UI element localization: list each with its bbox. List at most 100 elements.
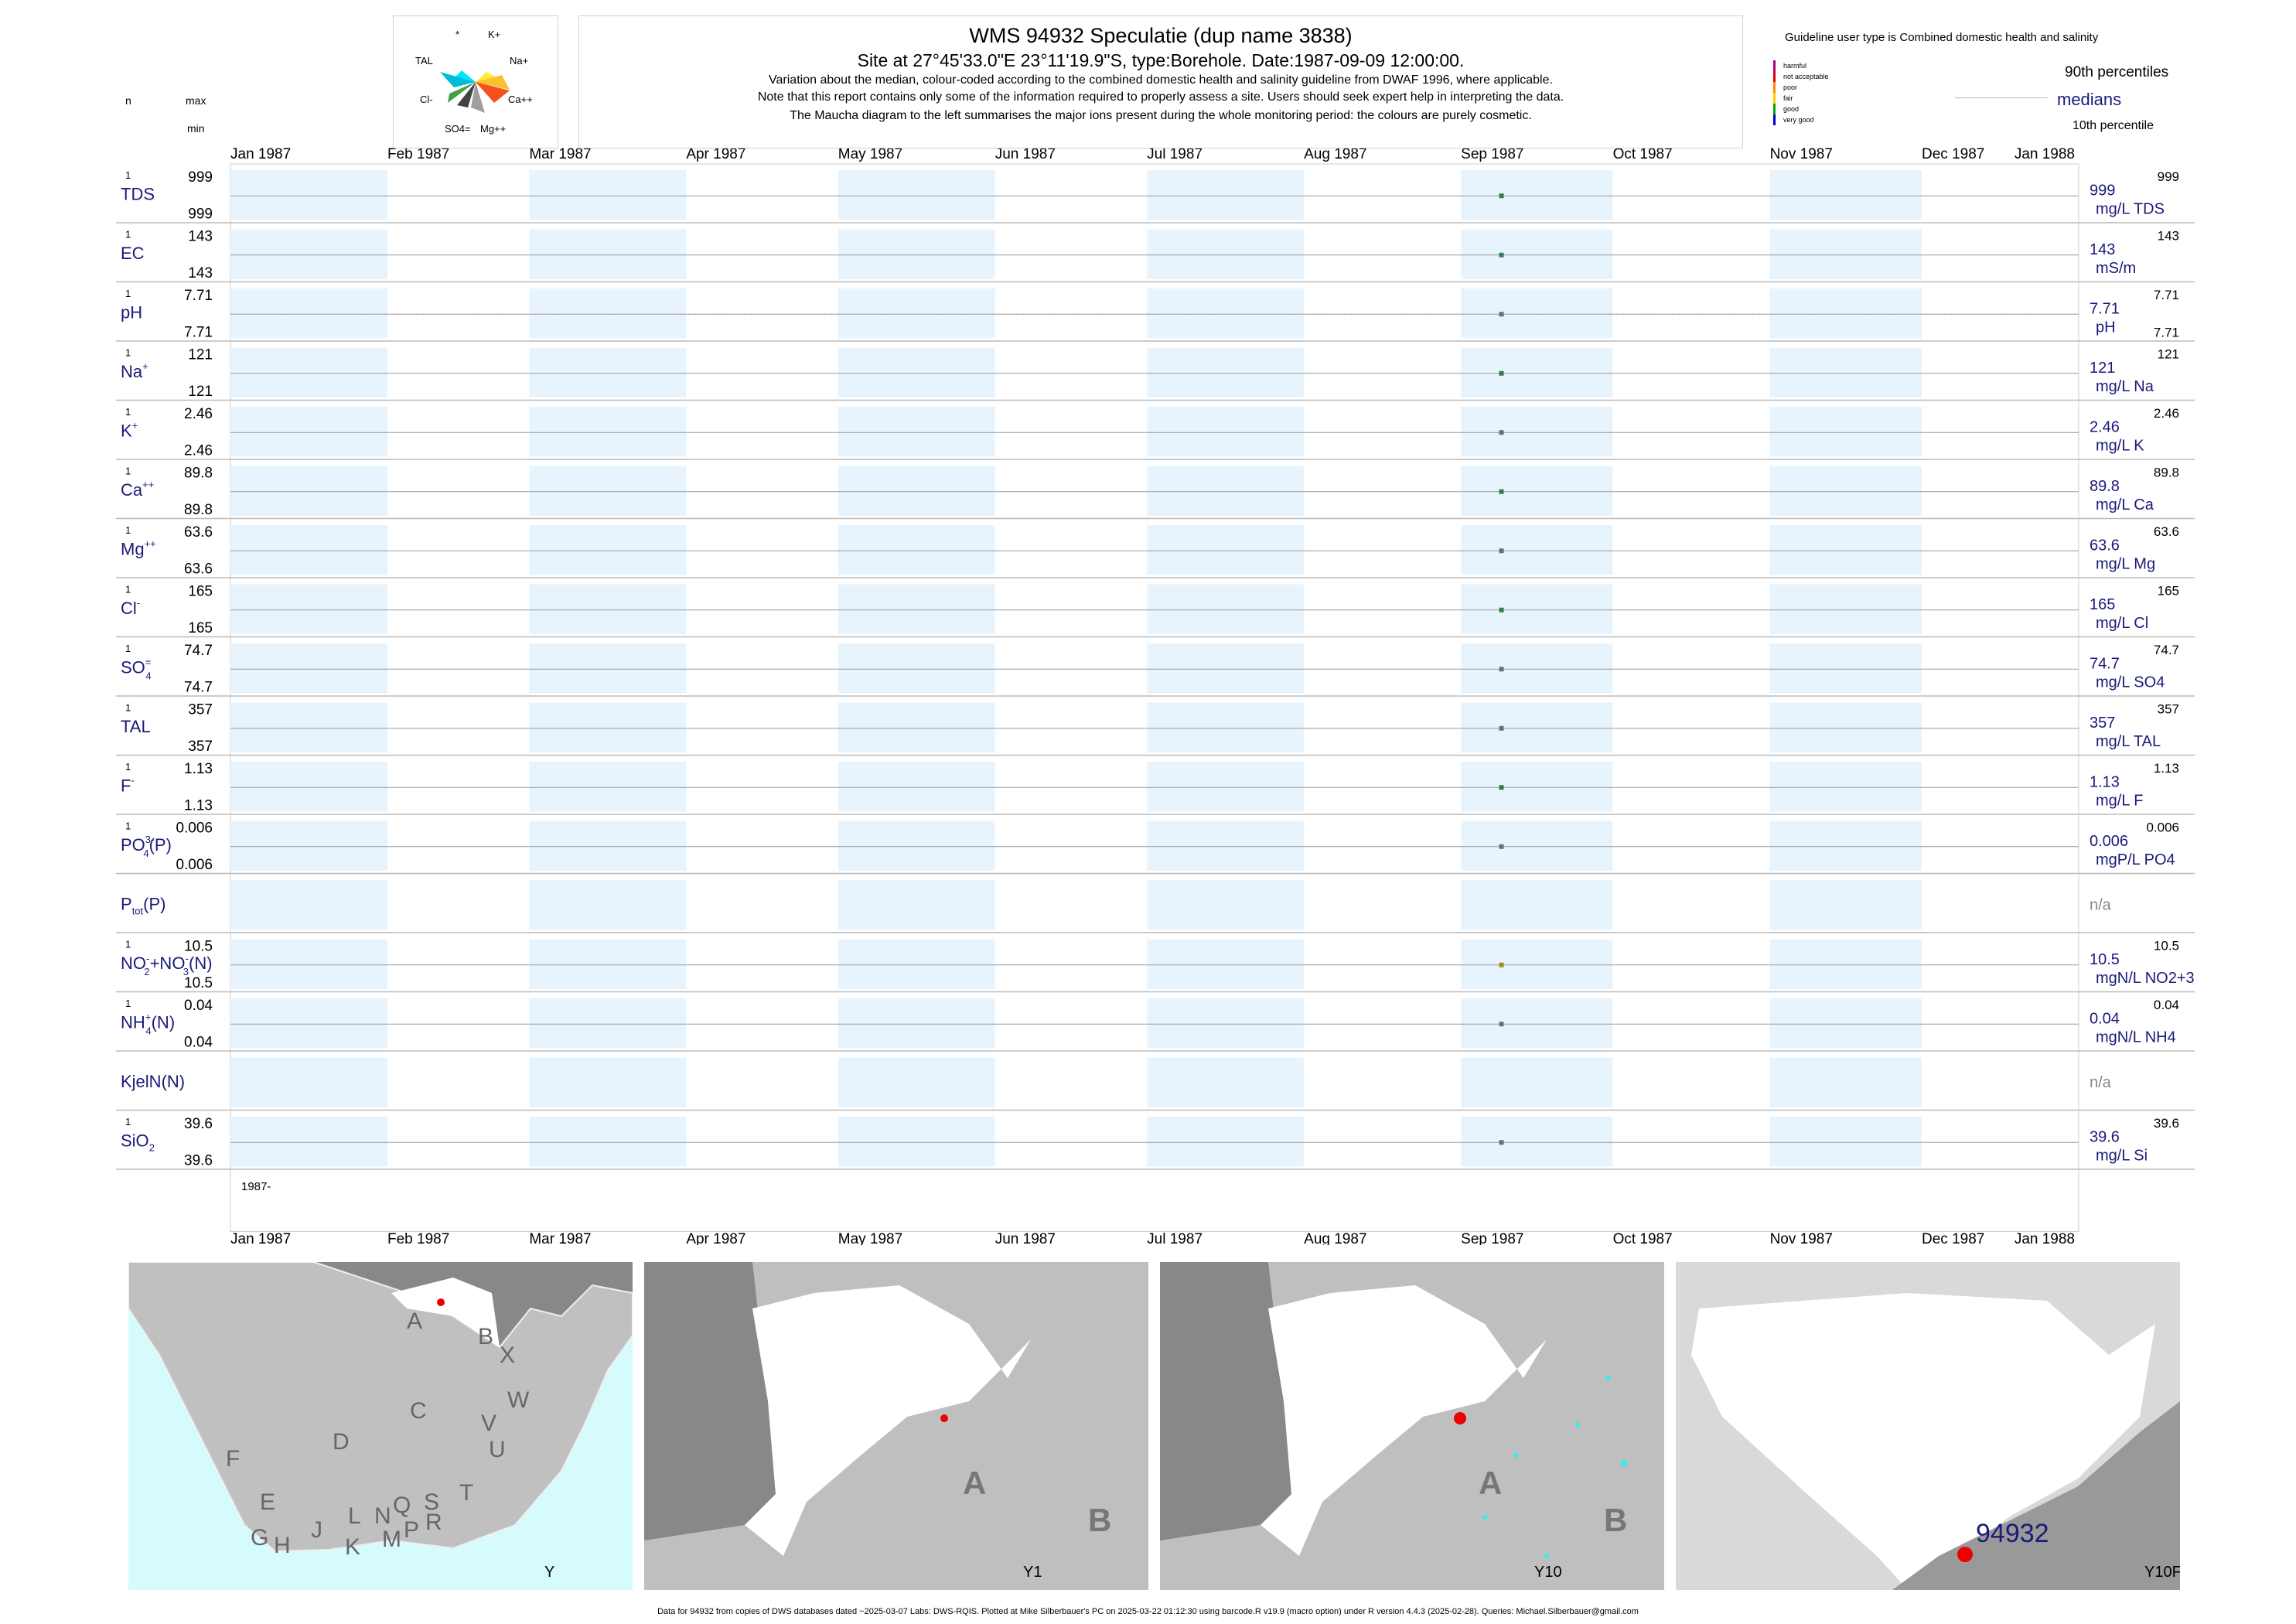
month-band xyxy=(230,466,387,516)
month-band xyxy=(230,939,387,989)
panel-max-9: 357 xyxy=(188,702,213,718)
panel-variable-9: TAL xyxy=(121,717,151,736)
month-band xyxy=(230,170,387,220)
map1-drainage-label-c: C xyxy=(410,1398,427,1424)
sample-point-9 xyxy=(1499,725,1504,731)
maucha-diagram: * K+ TAL Na+ Cl- Ca++ SO4= Mg++ xyxy=(393,15,558,148)
map1-drainage-label-s: S xyxy=(424,1489,440,1515)
month-band xyxy=(230,347,387,397)
month-band xyxy=(1147,821,1305,871)
map-catchment-svg xyxy=(1160,1262,1627,1558)
maucha-label-star: * xyxy=(455,29,459,40)
panel-variable-4: K+ xyxy=(121,419,138,440)
panel-unit-3: mg/L Na xyxy=(2096,378,2154,395)
month-label-top-1: Feb 1987 xyxy=(387,146,449,162)
panel-n-11: 1 xyxy=(125,821,131,832)
month-band xyxy=(1147,1057,1305,1107)
month-label-bottom-4: May 1987 xyxy=(838,1231,902,1245)
month-band xyxy=(230,998,387,1049)
map1-northern-countries xyxy=(128,1262,633,1347)
map1-drainage-label-e: E xyxy=(260,1489,276,1515)
maucha-k-segment xyxy=(476,72,498,82)
month-band xyxy=(838,288,995,339)
panel-min-16: 39.6 xyxy=(184,1153,213,1169)
column-n-header: n xyxy=(125,94,131,107)
panel-n-8: 1 xyxy=(125,643,131,654)
month-band xyxy=(230,525,387,575)
month-label-top-6: Jul 1987 xyxy=(1147,146,1203,162)
panel-na-15: n/a xyxy=(2090,1074,2112,1091)
panel-p90-1: 143 xyxy=(2158,229,2179,244)
month-band xyxy=(1769,525,1922,575)
map2-neighbour-area xyxy=(745,1285,1031,1556)
month-band xyxy=(1461,821,1613,871)
month-band xyxy=(838,880,995,930)
map2-site-marker xyxy=(940,1414,948,1422)
month-band xyxy=(838,170,995,220)
month-band xyxy=(529,347,687,397)
month-band xyxy=(1461,229,1613,279)
maucha-mg-segment xyxy=(471,82,485,113)
map1-caption: Y xyxy=(544,1564,555,1581)
panel-variable-1: EC xyxy=(121,244,145,263)
map1-drainage-label-v: V xyxy=(481,1411,497,1436)
map3-site-marker xyxy=(1454,1412,1466,1424)
panel-n-13: 1 xyxy=(125,939,131,950)
maucha-tal-segment xyxy=(440,72,476,87)
panel-min-5: 89.8 xyxy=(184,502,213,518)
panel-p90-11: 0.006 xyxy=(2146,821,2179,835)
month-band xyxy=(1461,998,1613,1049)
sample-point-11 xyxy=(1499,844,1504,849)
map2-botswana xyxy=(644,1262,776,1540)
panel-max-10: 1.13 xyxy=(184,761,213,777)
panel-n-16: 1 xyxy=(125,1116,131,1128)
month-band xyxy=(1147,584,1305,634)
panel-max-16: 39.6 xyxy=(184,1116,213,1132)
panel-p90-14: 0.04 xyxy=(2154,998,2179,1012)
panel-max-11: 0.006 xyxy=(176,821,213,837)
panel-min-4: 2.46 xyxy=(184,443,213,459)
map1-drainage-label-m: M xyxy=(382,1527,401,1552)
month-band xyxy=(838,643,995,694)
month-band xyxy=(529,525,687,575)
month-band xyxy=(1147,939,1305,989)
panel-unit-5: mg/L Ca xyxy=(2096,496,2154,513)
panel-p10-2: 7.71 xyxy=(2154,326,2179,340)
panel-p90-7: 165 xyxy=(2158,584,2179,599)
month-label-top-9: Oct 1987 xyxy=(1613,146,1673,162)
month-label-bottom-5: Jun 1987 xyxy=(995,1231,1056,1245)
month-band xyxy=(230,1057,387,1107)
plot-frame xyxy=(230,163,2079,1232)
note-variation: Variation about the median, colour-coded… xyxy=(769,73,1553,87)
month-band xyxy=(230,702,387,752)
map1-limpopo-region xyxy=(391,1278,500,1347)
panel-max-0: 999 xyxy=(188,169,213,186)
month-band xyxy=(1769,880,1922,930)
panel-variable-0: TDS xyxy=(121,184,155,203)
legend-swatch xyxy=(1773,71,1776,82)
month-band xyxy=(1461,584,1613,634)
month-band xyxy=(1769,702,1922,752)
legend-medians: medians xyxy=(2057,90,2122,109)
map1-site-marker xyxy=(437,1298,445,1306)
maucha-ca-segment xyxy=(476,82,510,103)
panel-min-7: 165 xyxy=(188,620,213,636)
map2-drainage-label-b: B xyxy=(1088,1502,1112,1538)
panel-n-5: 1 xyxy=(125,466,131,477)
month-label-top-12: Jan 1988 xyxy=(2015,146,2075,162)
month-band xyxy=(230,288,387,339)
month-band xyxy=(529,643,687,694)
panel-median-value-7: 165 xyxy=(2090,596,2115,613)
water-quality-chart: Jan 1987 Jan 1987 Feb 1987 Feb 1987 Mar 1987… xyxy=(116,146,2195,1245)
month-label-bottom-6: Jul 1987 xyxy=(1147,1231,1203,1245)
panel-variable-6: Mg++ xyxy=(121,537,156,558)
panel-median-value-4: 2.46 xyxy=(2090,418,2120,435)
panel-unit-4: mg/L K xyxy=(2096,437,2144,454)
month-band xyxy=(1769,1117,1922,1167)
map-southern-africa-svg xyxy=(128,1262,633,1553)
month-label-top-5: Jun 1987 xyxy=(995,146,1056,162)
panel-unit-9: mg/L TAL xyxy=(2096,733,2161,750)
month-band xyxy=(1769,347,1922,397)
map1-drainage-label-a: A xyxy=(407,1308,423,1334)
month-label-top-11: Dec 1987 xyxy=(1922,146,1984,162)
